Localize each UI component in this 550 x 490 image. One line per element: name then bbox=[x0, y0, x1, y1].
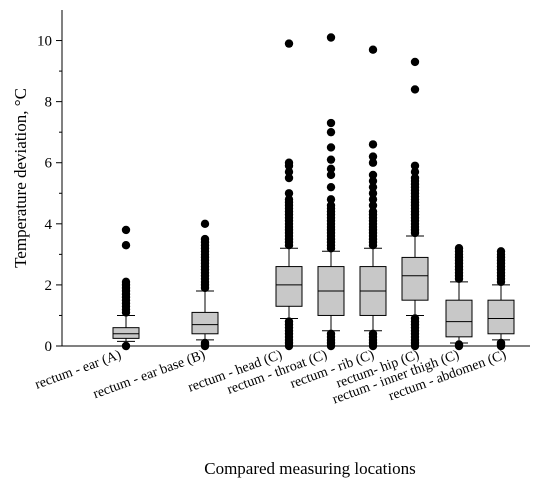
outlier-point bbox=[121, 341, 131, 351]
outlier-point bbox=[200, 219, 210, 229]
outlier-point bbox=[368, 189, 378, 198]
outlier-point bbox=[326, 195, 336, 204]
y-tick-label: 4 bbox=[45, 217, 53, 233]
outlier-point bbox=[410, 85, 420, 94]
box-group bbox=[487, 247, 515, 351]
outlier-point bbox=[326, 329, 336, 338]
outlier-point bbox=[454, 340, 464, 349]
outlier-point bbox=[326, 155, 336, 164]
outlier-point bbox=[326, 33, 336, 42]
outlier-point bbox=[410, 161, 420, 170]
box-group bbox=[359, 45, 387, 351]
outlier-point bbox=[284, 158, 294, 167]
outlier-point bbox=[368, 195, 378, 204]
x-axis-title: Compared measuring locations bbox=[204, 459, 416, 478]
outlier-point bbox=[410, 314, 420, 323]
y-axis-ticks: 0 2 4 6 8 10 bbox=[37, 34, 62, 355]
outlier-point bbox=[368, 152, 378, 161]
y-tick-label: 0 bbox=[45, 339, 53, 355]
iqr-box bbox=[275, 266, 303, 307]
outlier-point bbox=[121, 277, 131, 287]
outlier-point bbox=[368, 140, 378, 149]
outlier-point bbox=[368, 182, 378, 192]
outlier-point bbox=[454, 244, 464, 253]
outlier-point bbox=[368, 207, 378, 216]
outlier-point bbox=[496, 338, 506, 348]
iqr-box bbox=[401, 256, 429, 301]
outlier-point bbox=[200, 234, 210, 244]
iqr-box bbox=[112, 327, 140, 339]
outlier-point bbox=[326, 164, 336, 174]
box-group bbox=[275, 39, 303, 351]
outlier-point bbox=[410, 173, 420, 183]
outlier-point bbox=[284, 189, 294, 198]
y-tick-label: 2 bbox=[45, 278, 53, 294]
outlier-point bbox=[284, 317, 294, 326]
box-group bbox=[191, 219, 219, 351]
iqr-box bbox=[487, 299, 515, 335]
outlier-point bbox=[410, 167, 420, 177]
outlier-point bbox=[496, 247, 506, 256]
outlier-point bbox=[326, 182, 336, 192]
iqr-box bbox=[445, 299, 473, 338]
y-axis-title: Temperature deviation, °C bbox=[11, 88, 30, 268]
boxes bbox=[112, 33, 515, 351]
box-group bbox=[445, 244, 473, 351]
outlier-point bbox=[121, 241, 131, 250]
box-group bbox=[401, 57, 429, 351]
y-tick-label: 10 bbox=[37, 34, 52, 50]
outlier-point bbox=[368, 158, 378, 167]
outlier-point bbox=[284, 167, 294, 177]
box-group bbox=[317, 33, 345, 351]
outlier-point bbox=[200, 338, 210, 348]
iqr-box bbox=[191, 311, 219, 335]
outlier-point bbox=[326, 170, 336, 180]
box-group bbox=[112, 225, 140, 351]
y-tick-label: 6 bbox=[45, 156, 53, 172]
outlier-point bbox=[368, 176, 378, 186]
outlier-point bbox=[368, 45, 378, 54]
outlier-point bbox=[326, 118, 336, 128]
outlier-point bbox=[368, 201, 378, 210]
axes bbox=[61, 10, 530, 347]
outlier-point bbox=[368, 329, 378, 338]
outlier-point bbox=[368, 170, 378, 180]
outlier-point bbox=[284, 39, 294, 48]
category-labels: rectum - ear (A)rectum - ear base (B)rec… bbox=[33, 348, 509, 408]
outlier-point bbox=[326, 143, 336, 152]
outlier-point bbox=[326, 201, 336, 210]
outlier-point bbox=[284, 173, 294, 183]
outlier-point bbox=[284, 195, 294, 204]
outlier-point bbox=[326, 127, 336, 137]
outlier-point bbox=[121, 225, 131, 235]
y-tick-label: 8 bbox=[45, 95, 53, 111]
outlier-point bbox=[410, 57, 420, 67]
